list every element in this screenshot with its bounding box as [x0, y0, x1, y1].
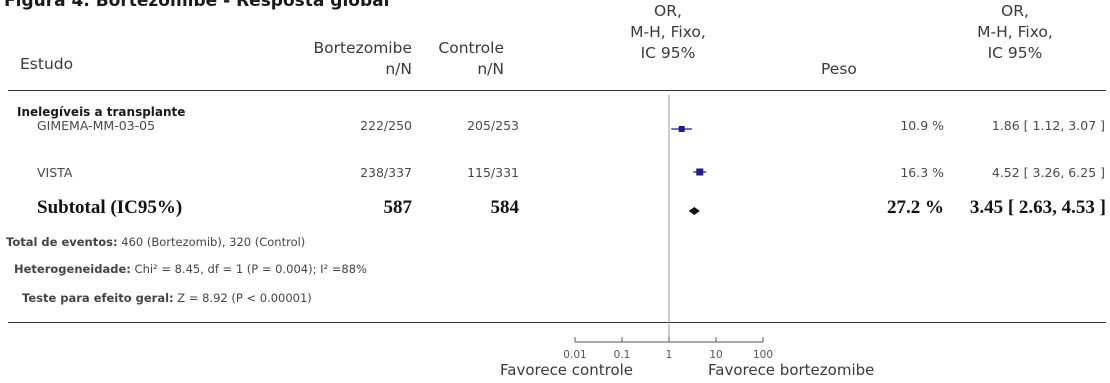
- header-or-text-line1: OR,: [1001, 2, 1029, 20]
- header-or-text-line3: IC 95%: [987, 44, 1043, 62]
- study-marker: [678, 126, 685, 132]
- subgroup-label: Inelegíveis a transplante: [17, 105, 186, 119]
- header-study: Estudo: [20, 55, 74, 73]
- x-axis-tick-label: 0.1: [614, 349, 631, 361]
- study-weight: 16.3 %: [900, 165, 944, 180]
- header-rule: [8, 90, 1106, 91]
- subtotal-label: Subtotal (IC95%): [37, 197, 183, 218]
- study-name: VISTA: [37, 165, 73, 180]
- study-treatment: 238/337: [360, 165, 412, 180]
- favors-left-label: Favorece controle: [500, 361, 634, 379]
- header-control-nn: n/N: [477, 60, 504, 78]
- bottom-rule: [8, 322, 1106, 323]
- subtotal-control: 584: [490, 197, 520, 218]
- heterogeneity-value: Chi² = 8.45, df = 1 (P = 0.004); I² =88%: [130, 262, 367, 276]
- figure-title: Figura 4. Bortezomibe - Resposta global: [4, 0, 390, 11]
- header-or-text-line2: M-H, Fixo,: [977, 23, 1053, 41]
- overall-effect-label: Teste para efeito geral:: [22, 291, 174, 305]
- overall-effect: Teste para efeito geral: Z = 8.92 (P < 0…: [22, 291, 312, 305]
- subtotal-weight: 27.2 %: [887, 197, 944, 218]
- study-treatment: 222/250: [360, 118, 412, 133]
- study-ci: 4.52 [ 3.26, 6.25 ]: [991, 165, 1105, 180]
- total-events-label: Total de eventos:: [6, 235, 118, 249]
- header-or-plot-line1: OR,: [654, 2, 682, 20]
- overall-effect-value: Z = 8.92 (P < 0.00001): [173, 291, 312, 305]
- x-axis-tick-label: 0.01: [563, 349, 586, 361]
- heterogeneity: Heterogeneidade: Chi² = 8.45, df = 1 (P …: [14, 262, 367, 276]
- header-control-name: Controle: [438, 39, 504, 57]
- header-or-plot-line3: IC 95%: [640, 44, 696, 62]
- header-weight: Peso: [821, 60, 857, 78]
- pooled-diamond: [688, 207, 700, 215]
- study-name: GIMEMA-MM-03-05: [37, 118, 156, 133]
- x-axis-tick-label: 10: [709, 349, 722, 361]
- total-events-value: 460 (Bortezomib), 320 (Control): [117, 235, 306, 249]
- subtotal-treatment: 587: [383, 197, 413, 218]
- x-axis-tick-label: 1: [666, 349, 673, 361]
- study-ci: 1.86 [ 1.12, 3.07 ]: [991, 118, 1105, 133]
- study-control: 205/253: [467, 118, 519, 133]
- heterogeneity-label: Heterogeneidade:: [14, 262, 131, 276]
- study-control: 115/331: [467, 165, 519, 180]
- study-marker: [696, 168, 704, 176]
- subtotal-ci: 3.45 [ 2.63, 4.53 ]: [969, 197, 1106, 218]
- total-events: Total de eventos: 460 (Bortezomib), 320 …: [6, 235, 305, 249]
- header-treatment-name: Bortezomibe: [313, 39, 412, 57]
- study-weight: 10.9 %: [900, 118, 944, 133]
- header-treatment-nn: n/N: [385, 60, 412, 78]
- x-axis-tick-label: 100: [753, 349, 773, 361]
- header-or-plot-line2: M-H, Fixo,: [630, 23, 706, 41]
- favors-right-label: Favorece bortezomibe: [708, 361, 875, 379]
